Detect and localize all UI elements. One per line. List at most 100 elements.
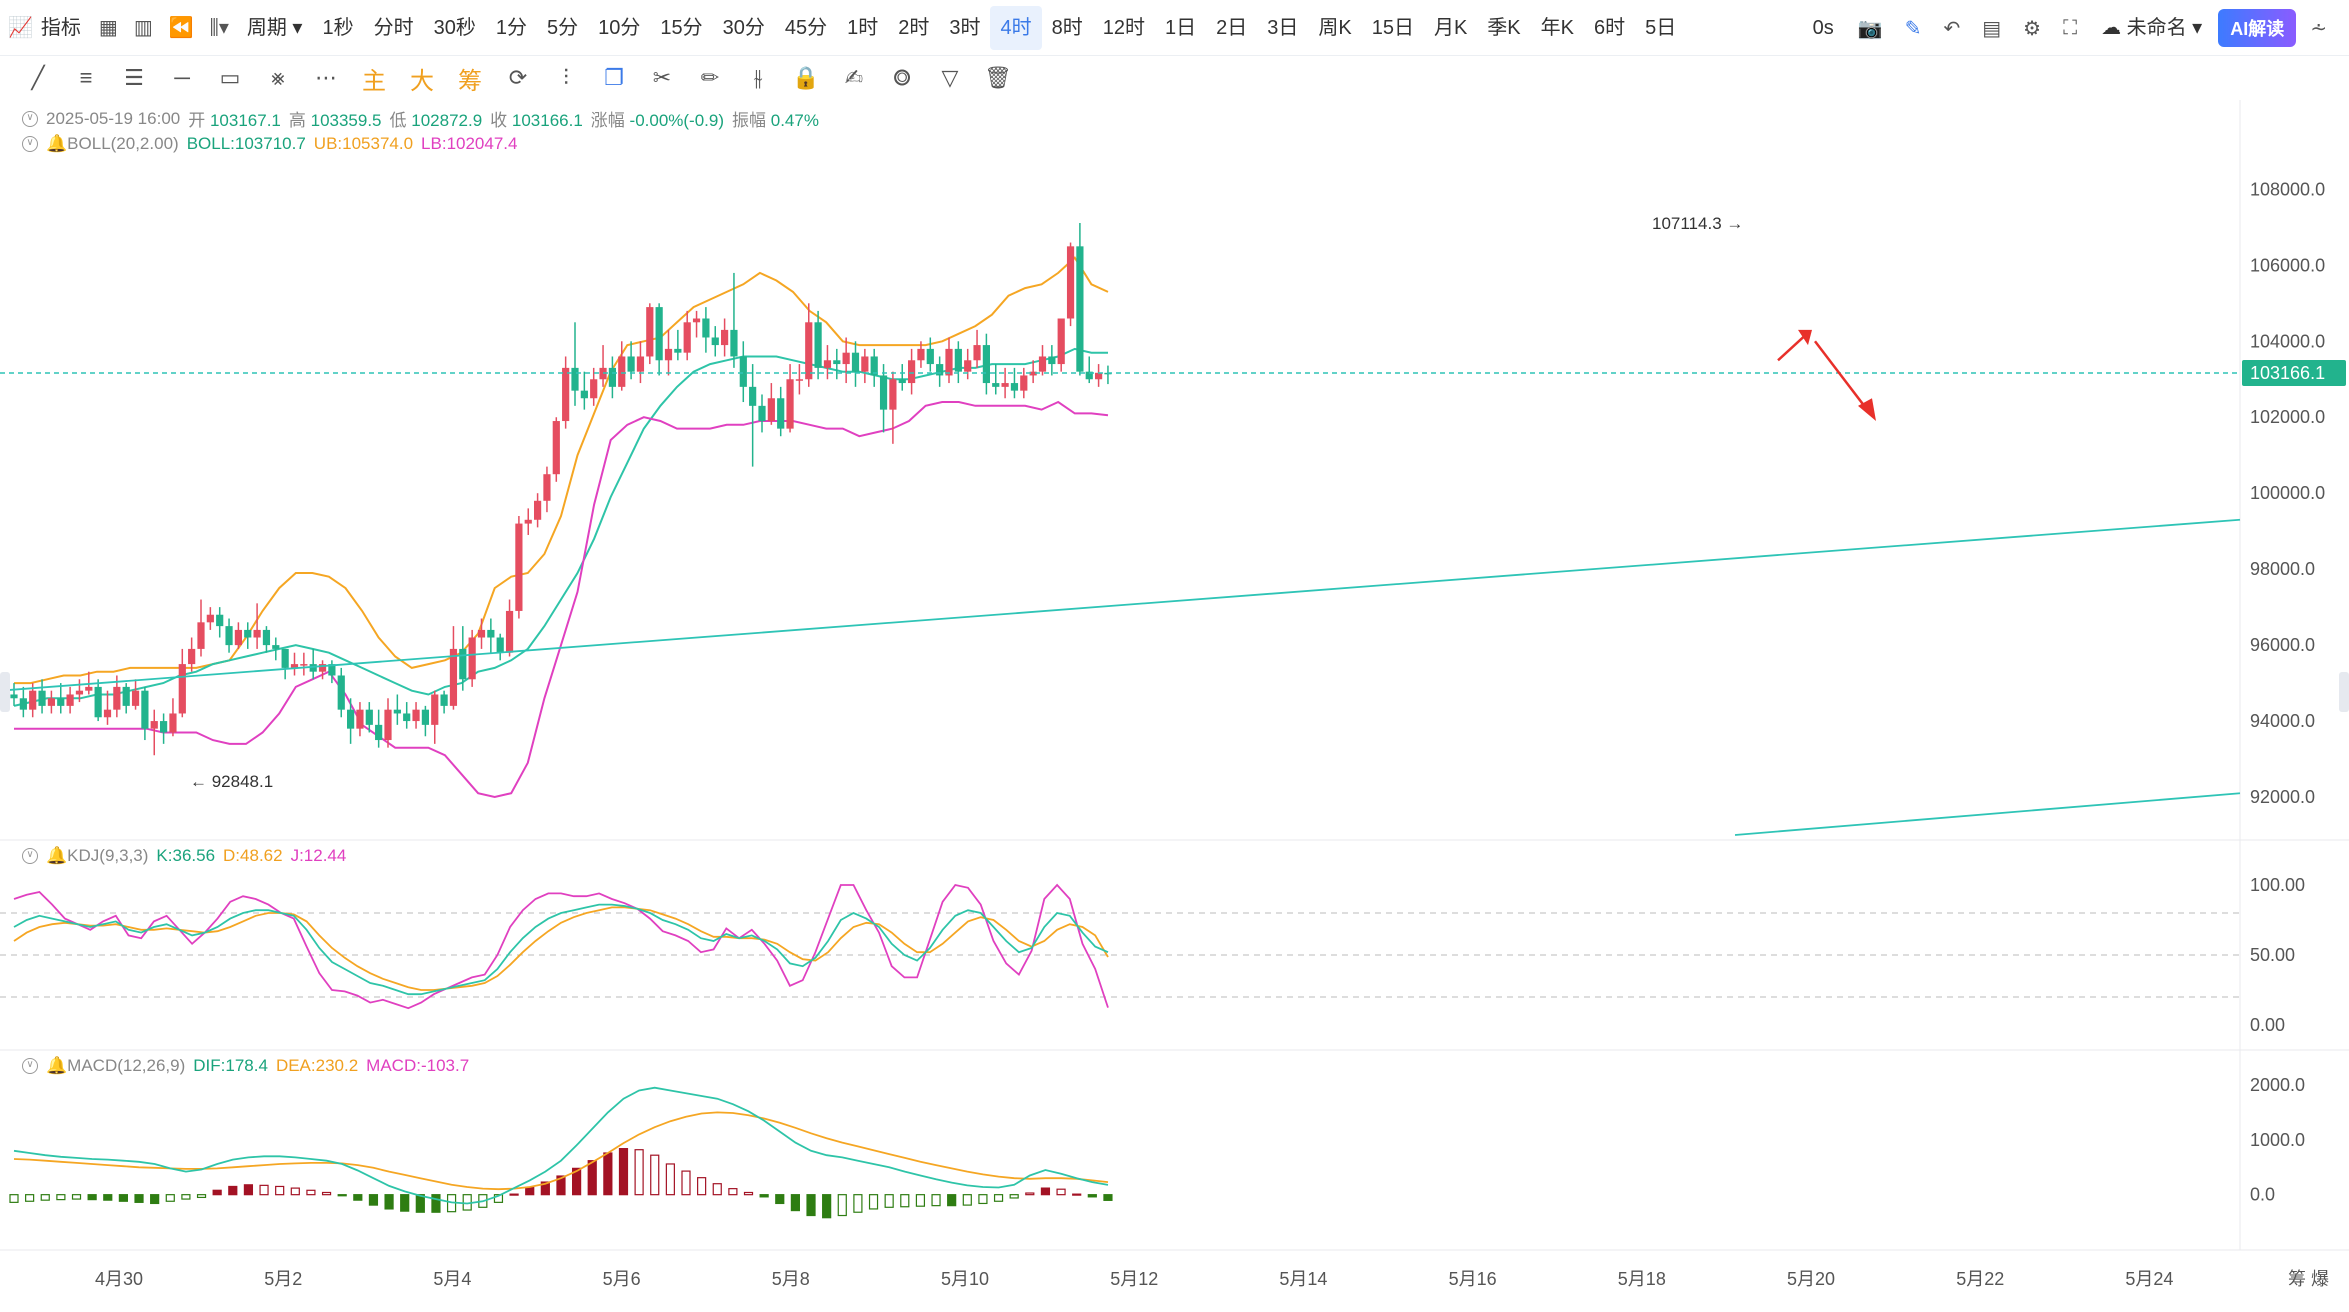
ai-interpret-button[interactable]: AI解读 [2218,9,2297,47]
camera-icon[interactable]: 📷 [1857,17,1883,40]
candle-body [468,637,476,680]
macd-histogram-bar [962,1194,972,1206]
period-2[interactable]: 30秒 [433,16,476,39]
macd-name[interactable]: 🔔MACD(12,26,9) [46,1056,186,1075]
close-label: 收 [490,111,508,130]
period-24[interactable]: 5日 [1645,16,1677,39]
candle-body [188,648,196,665]
replay-icon[interactable]: ⟳ [508,65,528,90]
period-11[interactable]: 3时 [949,16,981,39]
lock-icon[interactable]: 🔒 [792,65,820,90]
low-annotation: ← 92848.1 [190,772,273,791]
price-tick-label: 106000.0 [2250,255,2325,275]
measure-icon[interactable]: ⫶ [563,65,569,90]
low-label: 低 [389,111,407,130]
candle-body [627,356,635,372]
candle-body [281,648,289,668]
note-icon[interactable]: ✍ [844,65,864,90]
period-19[interactable]: 15日 [1371,16,1414,39]
rectangle-icon[interactable]: ▭ [219,65,241,90]
gear-icon[interactable]: ⚙ [2023,17,2042,40]
candle-body [253,629,261,638]
candle-body [898,379,906,384]
drawing-toolbar: ╱ ≡ ☰ ─ ▭ ⨳ ⋯ 主 大 筹 ⟳ ⫶ ❐ ✂ ✏ ⫳ 🔒 ✍ ⭗ ▽ … [0,56,2349,100]
pen-icon[interactable]: ✎ [1904,17,1922,40]
horizontal-ray-icon[interactable]: ─ [174,65,190,90]
filter-icon[interactable]: ▽ [941,65,959,90]
macd-histogram-bar [212,1189,222,1196]
collapse-icon[interactable]: ∨ [22,136,38,152]
ruler-icon[interactable]: ✂ [652,65,672,90]
period-10[interactable]: 2时 [898,16,930,39]
period-22[interactable]: 年K [1540,16,1574,39]
compare-icon[interactable]: ⫳ [753,65,763,90]
share-icon[interactable]: ⩪ [2310,17,2327,40]
eye-icon[interactable]: ∨ [22,110,38,127]
indicator-icon[interactable]: 📈 [8,17,33,39]
candle-body [440,694,448,706]
kdj-name[interactable]: 🔔KDJ(9,3,3) [46,846,149,865]
period-4[interactable]: 5分 [546,16,579,39]
template-icon[interactable]: ▤ [1982,17,2002,40]
boll-name[interactable]: 🔔BOLL(20,2.00) [46,134,179,153]
candle-body [945,348,953,376]
x-tick-label: 5月8 [772,1269,810,1289]
rewind-icon[interactable]: ⏪ [168,17,194,39]
period-1[interactable]: 分时 [373,16,414,39]
layout-name-dropdown[interactable]: ☁ 未命名 ▾ [2101,17,2203,39]
main-force-button[interactable]: 主 [362,67,386,95]
period-17[interactable]: 3日 [1267,16,1299,39]
period-9[interactable]: 1时 [847,16,879,39]
macd-histogram-bar [837,1194,847,1217]
macd-histogram-bar [9,1194,19,1203]
toolbar-right: 0s 📷 ✎ ↶ ▤ ⚙ ⛶ ☁ 未命名 ▾ AI解读 ⩪ [1803,0,2335,56]
collapse-icon[interactable]: ∨ [22,1058,38,1074]
candle-body [870,356,878,376]
parallel-lines-icon[interactable]: ≡ [79,65,93,90]
period-3[interactable]: 1分 [495,16,527,39]
period-16[interactable]: 2日 [1216,16,1248,39]
brush-icon[interactable]: ✏ [700,65,720,90]
period-7[interactable]: 30分 [722,16,765,39]
period-6[interactable]: 15分 [660,16,703,39]
period-dropdown[interactable]: 周期 ▾ [246,16,303,39]
undo-icon[interactable]: ↶ [1943,17,1961,40]
chip-button[interactable]: 筹 [458,67,482,95]
high-annotation: 107114.3 → [1652,214,1743,233]
period-15[interactable]: 1日 [1164,16,1197,39]
period-18[interactable]: 周K [1318,16,1352,39]
period-20[interactable]: 月K [1433,16,1468,39]
horizontal-lines-icon[interactable]: ☰ [124,65,144,90]
period-23[interactable]: 6时 [1593,16,1626,39]
red-arrow-up [1777,334,1806,362]
bottom-right-tools: 筹 爆 [2288,1269,2329,1289]
indicator-button[interactable]: 指标 [40,16,81,39]
close-value: 103166.1 [511,111,583,130]
period-5[interactable]: 10分 [598,16,641,39]
fibonacci-icon[interactable]: ⨳ [271,65,285,90]
period-12[interactable]: 4时 [990,5,1042,50]
trash-icon[interactable]: 🗑 [984,65,1012,90]
period-14[interactable]: 12时 [1102,16,1145,39]
chart-type-icon[interactable]: ⫼▾ [209,17,229,39]
candle-body [328,664,336,676]
more-tools-icon[interactable]: ⋯ [315,65,337,90]
kdj-k-value: K:36.56 [156,846,216,865]
period-0[interactable]: 1秒 [322,16,354,39]
layout-icon[interactable]: ▥ [133,17,153,39]
candle-body [889,379,897,410]
big-order-button[interactable]: 大 [410,67,434,95]
boll-name-text: BOLL(20,2.00) [67,134,179,153]
right-collapse-handle [2339,672,2349,712]
magnet-icon[interactable]: ⭗ [893,65,911,90]
collapse-icon[interactable]: ∨ [22,848,38,864]
line-tool-icon[interactable]: ╱ [31,65,45,90]
candle-body [1076,246,1084,372]
period-13[interactable]: 8时 [1051,16,1083,39]
period-21[interactable]: 季K [1487,16,1521,39]
period-8[interactable]: 45分 [784,16,828,39]
fullscreen-icon[interactable]: ⛶ [2063,16,2078,39]
calendar-icon[interactable]: ▦ [98,17,118,39]
copy-icon[interactable]: ❐ [604,65,624,90]
macd-histogram-bar [900,1194,910,1208]
